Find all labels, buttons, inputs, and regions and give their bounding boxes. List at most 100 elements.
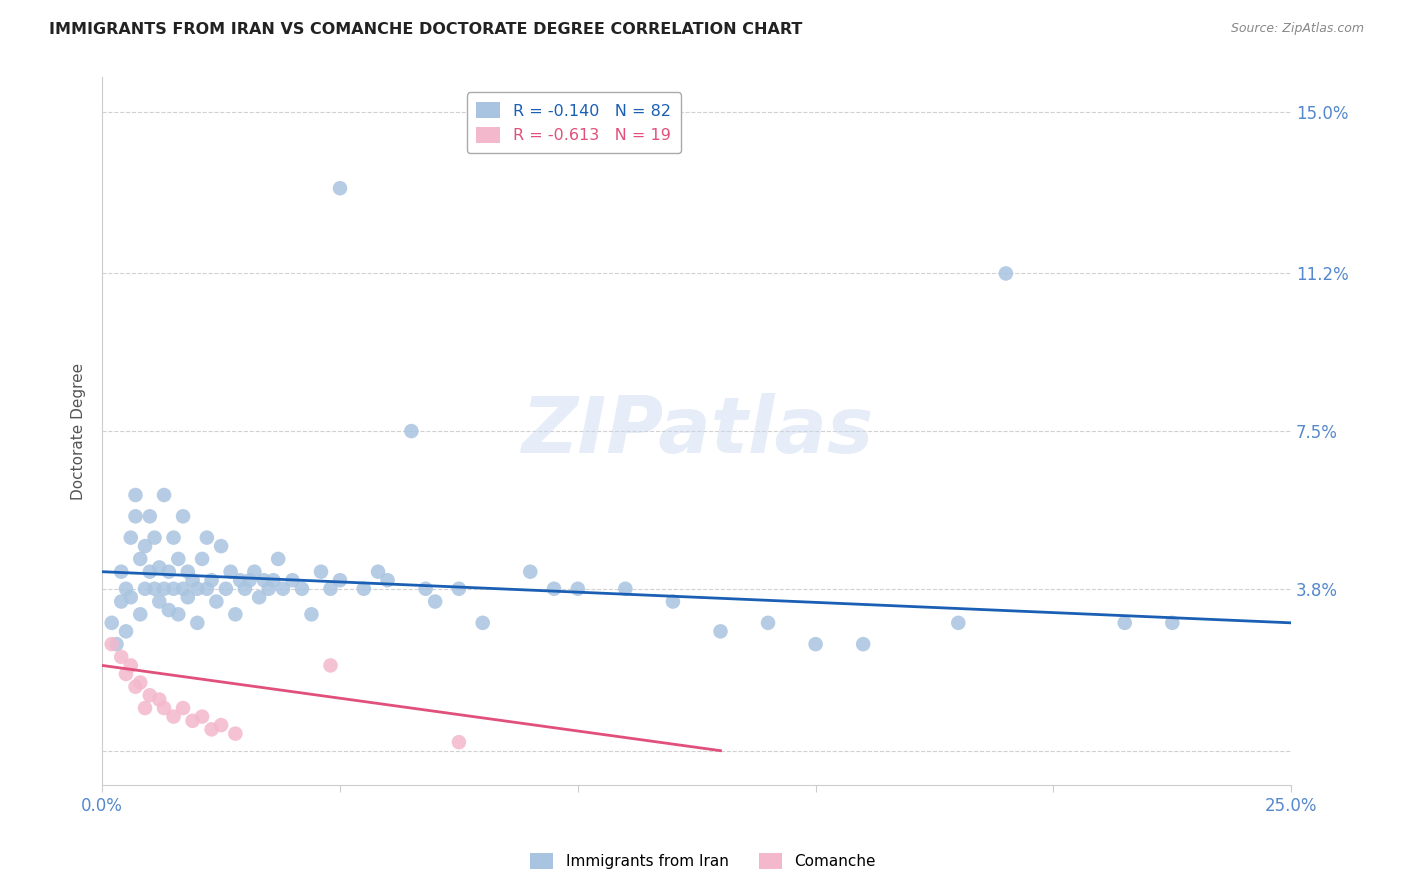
Point <box>162 582 184 596</box>
Point <box>614 582 637 596</box>
Point <box>129 675 152 690</box>
Legend: R = -0.140   N = 82, R = -0.613   N = 19: R = -0.140 N = 82, R = -0.613 N = 19 <box>467 93 681 153</box>
Text: ZIPatlas: ZIPatlas <box>520 393 873 469</box>
Point <box>186 582 208 596</box>
Point <box>172 582 194 596</box>
Point <box>120 591 142 605</box>
Point <box>209 539 232 553</box>
Point <box>129 552 152 566</box>
Point <box>756 615 779 630</box>
Text: Source: ZipAtlas.com: Source: ZipAtlas.com <box>1230 22 1364 36</box>
Point <box>447 582 470 596</box>
Point <box>447 735 470 749</box>
Point <box>200 573 222 587</box>
Point <box>329 573 352 587</box>
Point <box>423 594 446 608</box>
Point <box>219 565 242 579</box>
Point <box>110 565 132 579</box>
Point <box>120 658 142 673</box>
Point <box>253 573 276 587</box>
Point <box>143 582 166 596</box>
Point <box>157 603 180 617</box>
Point <box>353 582 375 596</box>
Point <box>262 573 284 587</box>
Point <box>177 565 200 579</box>
Point <box>471 615 494 630</box>
Point <box>224 726 246 740</box>
Point <box>172 701 194 715</box>
Point <box>852 637 875 651</box>
Text: IMMIGRANTS FROM IRAN VS COMANCHE DOCTORATE DEGREE CORRELATION CHART: IMMIGRANTS FROM IRAN VS COMANCHE DOCTORA… <box>49 22 803 37</box>
Point <box>229 573 252 587</box>
Point <box>401 424 423 438</box>
Point <box>191 552 214 566</box>
Point <box>157 565 180 579</box>
Point <box>124 488 146 502</box>
Y-axis label: Doctorate Degree: Doctorate Degree <box>72 362 86 500</box>
Point <box>257 582 280 596</box>
Point <box>209 718 232 732</box>
Point <box>115 582 138 596</box>
Point <box>139 565 162 579</box>
Point <box>271 582 294 596</box>
Point <box>115 667 138 681</box>
Point <box>186 615 208 630</box>
Point <box>215 582 238 596</box>
Point <box>115 624 138 639</box>
Point <box>100 637 122 651</box>
Point <box>120 531 142 545</box>
Point <box>519 565 541 579</box>
Point <box>994 267 1017 281</box>
Point <box>205 594 228 608</box>
Point <box>191 709 214 723</box>
Point <box>162 531 184 545</box>
Point <box>804 637 827 651</box>
Point <box>134 582 156 596</box>
Point <box>1161 615 1184 630</box>
Point <box>948 615 970 630</box>
Point <box>281 573 304 587</box>
Point <box>309 565 332 579</box>
Point <box>100 615 122 630</box>
Point <box>134 539 156 553</box>
Point <box>139 509 162 524</box>
Point <box>153 582 176 596</box>
Point <box>329 181 352 195</box>
Point <box>247 591 270 605</box>
Point <box>124 680 146 694</box>
Legend: Immigrants from Iran, Comanche: Immigrants from Iran, Comanche <box>524 847 882 875</box>
Point <box>377 573 399 587</box>
Point <box>181 573 204 587</box>
Point <box>148 692 170 706</box>
Point <box>709 624 731 639</box>
Point <box>124 509 146 524</box>
Point <box>319 582 342 596</box>
Point <box>195 582 218 596</box>
Point <box>367 565 389 579</box>
Point <box>110 594 132 608</box>
Point <box>148 594 170 608</box>
Point <box>139 688 162 702</box>
Point <box>543 582 565 596</box>
Point <box>291 582 314 596</box>
Point <box>1114 615 1136 630</box>
Point <box>134 701 156 715</box>
Point <box>233 582 256 596</box>
Point <box>172 509 194 524</box>
Point <box>567 582 589 596</box>
Point <box>105 637 128 651</box>
Point <box>195 531 218 545</box>
Point <box>243 565 266 579</box>
Point <box>415 582 437 596</box>
Point <box>181 714 204 728</box>
Point <box>167 607 190 622</box>
Point <box>143 531 166 545</box>
Point <box>162 709 184 723</box>
Point <box>301 607 323 622</box>
Point <box>267 552 290 566</box>
Point <box>319 658 342 673</box>
Point <box>153 701 176 715</box>
Point <box>148 560 170 574</box>
Point <box>662 594 685 608</box>
Point <box>129 607 152 622</box>
